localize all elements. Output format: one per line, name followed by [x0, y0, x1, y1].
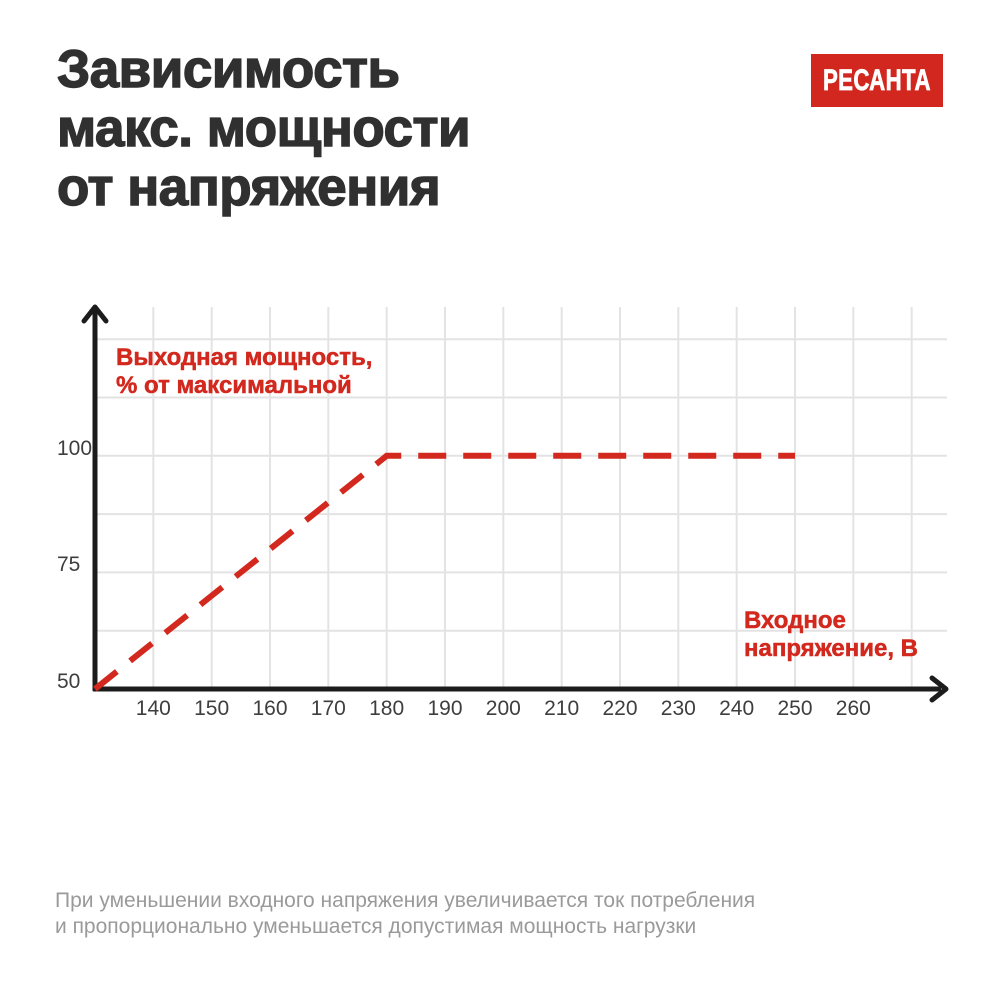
output-power-line [93, 452, 795, 692]
page-title: Зависимость макс. мощности от напряжения [56, 39, 471, 217]
resanta-logo: РЕСАНТА [811, 54, 943, 107]
footer-note-line-1: При уменьшении входного напряжения увели… [55, 889, 756, 912]
page-title-line-3: от напряжения [56, 157, 441, 217]
chart-axes [81, 304, 949, 703]
x-tick-label: 230 [660, 697, 696, 720]
y-axis-caption-line-1: Выходная мощность, [116, 344, 373, 372]
footer-note: При уменьшении входного напряжения увели… [55, 888, 755, 940]
x-axis-caption: Входное напряжение, В [744, 607, 919, 663]
y-tick-label: 75 [57, 553, 81, 577]
resanta-logo-label: РЕСАНТА [823, 63, 931, 97]
x-tick-label: 210 [544, 697, 580, 720]
x-tick-label: 160 [252, 697, 288, 720]
y-tick-label: 100 [57, 436, 93, 460]
page-title-line-1: Зависимость [56, 39, 401, 99]
x-tick-label: 140 [135, 697, 171, 720]
x-tick-label: 180 [369, 697, 405, 720]
chart-series [93, 452, 795, 692]
y-axis-caption-line-2: % от максимальной [116, 372, 352, 400]
x-tick-label: 250 [777, 697, 813, 720]
y-axis-arrowhead-icon [81, 304, 109, 324]
y-tick-label: 50 [57, 670, 81, 693]
x-tick-label: 150 [194, 697, 230, 720]
footer-note-line-2: и пропорционально уменьшается допустимая… [55, 915, 697, 938]
x-axis-caption-line-1: Входное [744, 607, 846, 635]
x-tick-label: 190 [427, 697, 463, 720]
x-axis-caption-line-2: напряжение, В [744, 635, 919, 663]
x-tick-label: 200 [485, 697, 521, 720]
x-axis-arrowhead-icon [929, 675, 949, 703]
x-tick-label: 170 [310, 697, 346, 720]
y-axis-caption: Выходная мощность, % от максимальной [116, 344, 373, 400]
x-tick-label: 260 [835, 697, 871, 720]
x-tick-label: 220 [602, 697, 638, 720]
x-tick-label: 240 [719, 697, 755, 720]
page-title-line-2: макс. мощности [56, 98, 471, 158]
